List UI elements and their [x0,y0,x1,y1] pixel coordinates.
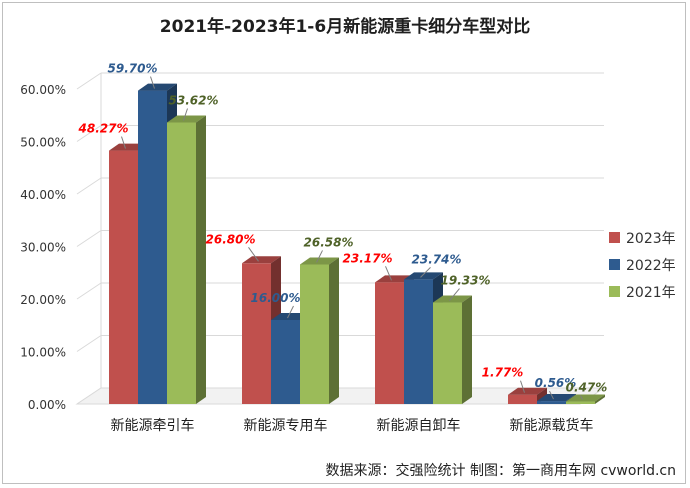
data-label-leader [385,266,392,281]
data-label-leader [316,250,323,263]
data-label-leader [580,395,583,400]
bar [109,150,138,404]
y-tick-label: 60.00% [20,83,66,97]
legend-item-2023: 2023年 [609,224,676,251]
data-label-leader [121,136,126,149]
x-category-label: 新能源专用车 [244,417,328,434]
source-note: 数据来源：交强险统计 制图：第一商用车网 cvworld.cn [325,463,676,479]
y-tick-label: 0.00% [28,398,66,412]
data-label: 23.74% [412,252,462,266]
y-tick-label: 50.00% [20,136,66,150]
y-tick-label: 10.00% [20,346,66,360]
bar-top [300,257,339,265]
gridline-side [76,335,102,352]
legend-swatch-2021 [609,286,620,297]
data-label-leader [449,288,460,301]
x-category-label: 新能源牵引车 [111,417,195,434]
bar [537,401,566,404]
data-label: 19.33% [441,274,491,288]
bar-top [138,83,177,91]
bar [300,264,329,404]
bar [242,263,271,404]
legend: 2023年 2022年 2021年 [609,224,676,305]
bar [566,401,595,404]
legend-label-2022: 2022年 [626,257,676,274]
gridline-side [76,230,102,247]
data-label: 59.70% [108,62,158,76]
y-tick-label: 20.00% [20,293,66,307]
bar-side [595,394,605,404]
data-label-leader [420,267,431,278]
bar [167,122,196,405]
bar-top [242,256,281,264]
data-label: 26.58% [304,235,354,249]
gridline-side [76,125,102,142]
data-label: 0.47% [566,381,608,395]
data-label-leader [248,247,259,262]
bar-side [329,257,339,404]
legend-item-2022: 2022年 [609,251,676,278]
bar [433,302,462,404]
bar [271,320,300,404]
data-label: 1.77% [482,366,524,380]
y-tick-label: 30.00% [20,241,66,255]
bar-top [537,394,576,402]
data-label: 53.62% [169,93,219,107]
gridline-side [76,177,102,195]
bar-top [566,394,605,402]
bar-top [433,295,472,303]
data-label-leader [520,380,525,393]
bar-side [462,295,472,404]
bar-top [167,115,206,123]
legend-item-2021: 2021年 [609,278,676,305]
bar [404,279,433,404]
bar [138,90,167,404]
data-label-leader [549,390,554,400]
bar-top [404,272,443,280]
bar-top [508,387,547,395]
data-label: 16.00% [251,291,301,305]
bar-side [196,115,206,405]
legend-label-2021: 2021年 [626,284,676,301]
data-label-leader [150,76,155,89]
data-label: 23.17% [343,251,393,265]
legend-label-2023: 2023年 [626,230,676,247]
data-label: 48.27% [78,122,129,136]
gridline-side [76,72,102,90]
x-category-label: 新能源载货车 [510,417,594,434]
bar [375,282,404,404]
bar [508,394,537,404]
data-label-leader [287,305,294,319]
legend-swatch-2022 [609,259,620,270]
legend-swatch-2023 [609,232,620,243]
x-category-label: 新能源自卸车 [377,417,461,434]
data-label: 0.56% [535,376,577,390]
data-label-leader [183,108,188,121]
y-tick-label: 40.00% [20,188,66,202]
data-label: 26.80% [206,232,256,246]
chart-title: 2021年-2023年1-6月新能源重卡细分车型对比 [159,17,531,37]
gridline-side [76,282,102,300]
